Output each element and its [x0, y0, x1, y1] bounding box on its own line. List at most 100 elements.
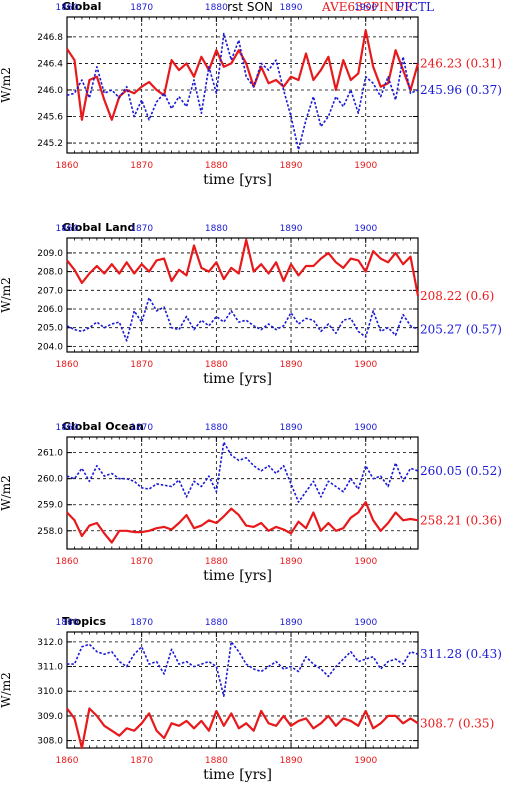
y-axis-label: W/m2 [0, 672, 13, 707]
x-tick-label-bottom: 1880 [205, 756, 228, 766]
x-tick-label-bottom: 1890 [280, 557, 303, 567]
plot-frame [66, 16, 419, 154]
x-tick-label-top: 1900 [354, 423, 377, 433]
y-tick-label: 261.0 [37, 449, 63, 459]
x-tick-label-bottom: 1900 [354, 360, 377, 370]
y-tick-label: 207.0 [37, 286, 63, 296]
header-right-title-blue: PICTL [396, 0, 434, 14]
y-tick-label: 209.0 [37, 249, 63, 259]
x-tick-label-top: 1860 [56, 224, 79, 234]
y-tick-label: 309.0 [37, 712, 63, 722]
y-tick-label: 205.0 [37, 324, 63, 334]
series-line-ave63spinup [66, 501, 419, 544]
series-line-ave63spinup [66, 707, 419, 750]
x-tick-label-top: 1890 [280, 3, 303, 13]
y-tick-label: 310.0 [37, 687, 63, 697]
x-tick-label-top: 1900 [354, 618, 377, 628]
y-tick-label: 246.4 [37, 59, 63, 69]
x-tick-label-top: 1890 [280, 224, 303, 234]
series-end-label-blue: 311.28 (0.43) [420, 647, 502, 661]
x-tick-label-bottom: 1870 [130, 161, 153, 171]
x-tick-label-bottom: 1860 [56, 360, 79, 370]
plot-frame [66, 436, 419, 550]
chart-title: Global Ocean [62, 420, 144, 433]
chart-title: Global Land [62, 221, 135, 234]
x-tick-label-top: 1860 [56, 3, 79, 13]
series-end-label-red: 246.23 (0.31) [420, 56, 502, 70]
x-tick-label-bottom: 1880 [205, 557, 228, 567]
x-axis-label: time [yrs] [203, 172, 272, 188]
x-axis-label: time [yrs] [203, 568, 272, 584]
x-tick-label-top: 1880 [205, 618, 228, 628]
x-tick-label-bottom: 1890 [280, 756, 303, 766]
chart-title: Global [62, 0, 101, 13]
x-tick-label-bottom: 1860 [56, 557, 79, 567]
plot-frame [66, 631, 419, 749]
series-end-label-blue: 260.05 (0.52) [420, 464, 502, 478]
x-tick-label-bottom: 1880 [205, 360, 228, 370]
y-tick-label: 246.8 [37, 33, 63, 43]
chart-panel-1: Global 245.2 245.6 246.0 246.4 246.8 1860 1860 1… [0, 0, 502, 188]
y-axis-label: W/m2 [0, 277, 13, 312]
series-end-label-red: 308.7 (0.35) [420, 716, 494, 730]
y-tick-label: 208.0 [37, 268, 63, 278]
x-tick-label-bottom: 1870 [130, 557, 153, 567]
x-tick-label-bottom: 1900 [354, 161, 377, 171]
x-axis-label: time [yrs] [203, 371, 272, 387]
series-end-label-red: 258.21 (0.36) [420, 513, 502, 527]
x-tick-label-bottom: 1900 [354, 557, 377, 567]
x-tick-label-top: 1860 [56, 618, 79, 628]
x-tick-label-top: 1900 [354, 3, 377, 13]
x-tick-label-bottom: 1890 [280, 360, 303, 370]
x-tick-label-bottom: 1860 [56, 756, 79, 766]
x-tick-label-bottom: 1870 [130, 756, 153, 766]
x-tick-label-top: 1860 [56, 423, 79, 433]
y-axis-label: W/m2 [0, 67, 13, 102]
header-right-title-red: AVE63SPINUP [321, 0, 413, 14]
header-center-title: rst SON [227, 0, 273, 14]
chart-panels: Global 245.2 245.6 246.0 246.4 246.8 1860 1860 1… [0, 0, 502, 783]
y-axis-label: W/m2 [0, 475, 13, 510]
x-tick-label-top: 1880 [205, 224, 228, 234]
x-axis-label: time [yrs] [203, 767, 272, 783]
y-tick-label: 311.0 [37, 663, 63, 673]
x-tick-label-bottom: 1900 [354, 756, 377, 766]
series-end-label-blue: 205.27 (0.57) [420, 323, 502, 337]
y-tick-label: 312.0 [37, 638, 63, 648]
series-end-label-blue: 245.96 (0.37) [420, 83, 502, 97]
series-line-pictl [67, 641, 419, 698]
x-tick-label-top: 1890 [280, 423, 303, 433]
x-tick-label-top: 1880 [205, 423, 228, 433]
x-tick-label-bottom: 1880 [205, 161, 228, 171]
series-line-pictl [66, 296, 419, 342]
series-line-ave63spinup [66, 238, 420, 297]
chart-panel-3: Global Ocean 258.0 259.0 260.0 261.0 1860 1860… [0, 420, 502, 584]
y-tick-label: 246.0 [37, 86, 63, 96]
chart-panel-2: Global Land 204.0 205.0 206.0 207.0 208.0 209.… [0, 221, 502, 387]
chart-title: Tropics [62, 615, 106, 628]
y-tick-label: 258.0 [37, 527, 63, 537]
y-tick-label: 204.0 [37, 342, 63, 352]
x-tick-label-bottom: 1860 [56, 161, 79, 171]
x-tick-label-top: 1870 [130, 224, 153, 234]
y-tick-label: 206.0 [37, 305, 63, 315]
y-tick-label: 245.2 [37, 139, 63, 149]
series-line-pictl [66, 32, 419, 151]
series-line-pictl [66, 441, 419, 503]
x-tick-label-bottom: 1870 [130, 360, 153, 370]
x-tick-label-top: 1870 [130, 423, 153, 433]
x-tick-label-top: 1890 [280, 618, 303, 628]
x-tick-label-top: 1880 [205, 3, 228, 13]
series-line-ave63spinup [66, 29, 420, 121]
series-end-label-red: 208.22 (0.6) [420, 289, 494, 303]
chart-panel-4: Tropics 308.0 309.0 310.0 311.0 312.0 1860 1860… [0, 615, 502, 783]
y-tick-label: 245.6 [37, 113, 63, 123]
x-tick-label-top: 1870 [130, 3, 153, 13]
x-tick-label-top: 1900 [354, 224, 377, 234]
x-tick-label-top: 1870 [130, 618, 153, 628]
y-tick-label: 259.0 [37, 501, 63, 511]
y-tick-label: 308.0 [37, 737, 63, 747]
x-tick-label-bottom: 1890 [280, 161, 303, 171]
y-tick-label: 260.0 [37, 475, 63, 485]
